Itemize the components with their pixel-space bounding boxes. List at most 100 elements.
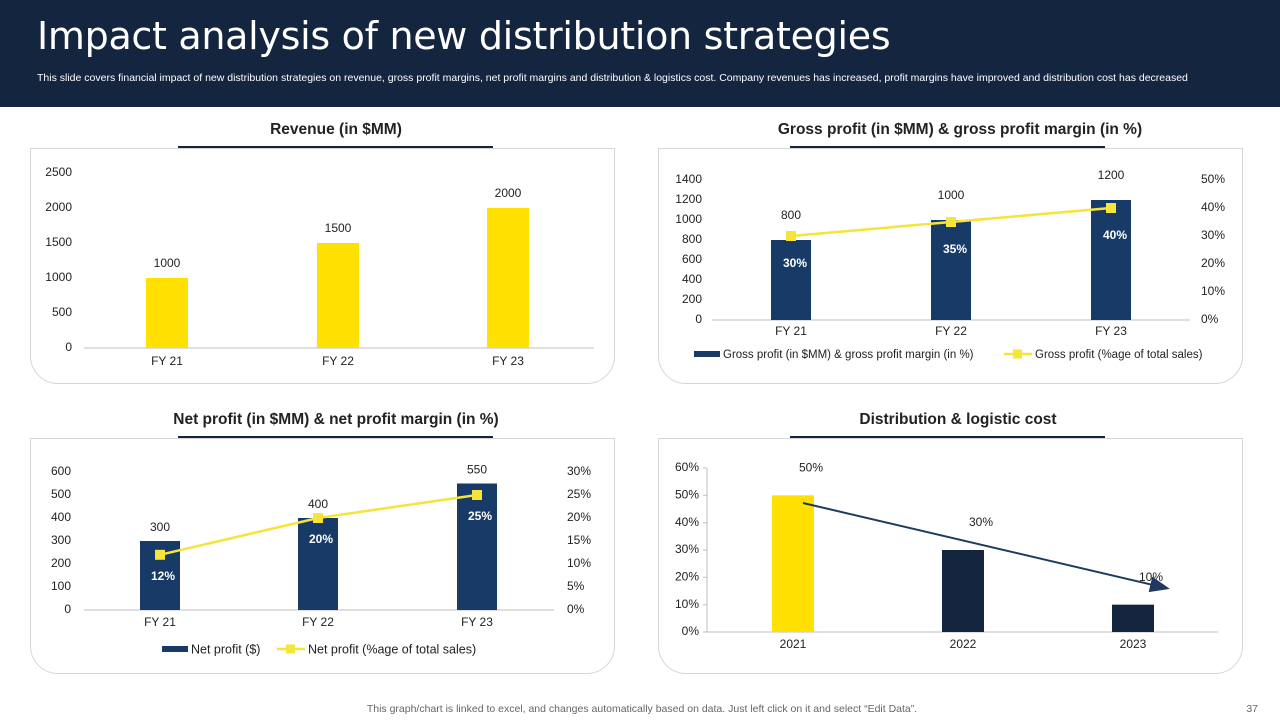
dist-data-label: 50% <box>799 461 823 475</box>
net-y-tick: 500 <box>51 487 71 501</box>
revenue-y-tick: 1000 <box>45 270 72 284</box>
gross-y-tick: 400 <box>682 272 702 286</box>
dist-x-tick: 2023 <box>1120 637 1147 651</box>
dist-y-tick: 20% <box>675 570 699 584</box>
revenue-x-tick: FY 22 <box>322 354 354 368</box>
dist-y-tick: 0% <box>682 624 700 638</box>
revenue-title-underline <box>178 146 493 148</box>
dist-bar <box>942 550 984 632</box>
net-margin-marker <box>472 490 482 500</box>
gross-y-tick: 1000 <box>675 212 702 226</box>
dist-y-tick: 50% <box>675 488 699 502</box>
revenue-y-tick: 2000 <box>45 200 72 214</box>
gross-y2-tick: 20% <box>1201 256 1225 270</box>
net-y2-tick: 0% <box>567 602 585 616</box>
gross-y2-tick: 0% <box>1201 312 1219 326</box>
gross-y-tick: 1400 <box>675 172 702 186</box>
revenue-data-label: 2000 <box>495 186 522 200</box>
revenue-bar <box>146 278 188 348</box>
net-y2-tick: 5% <box>567 579 585 593</box>
net-y-tick: 300 <box>51 533 71 547</box>
net-margin-marker <box>313 513 323 523</box>
gross-x-tick: FY 21 <box>775 324 807 338</box>
net-legend-line-marker <box>286 644 295 654</box>
gross-y2-tick: 10% <box>1201 284 1225 298</box>
net-data-label: 550 <box>467 463 487 477</box>
net-margin-marker <box>155 549 165 560</box>
dist-y-tick: 60% <box>675 460 699 474</box>
net-y-tick: 400 <box>51 510 71 524</box>
net-data-label: 400 <box>308 497 328 511</box>
gross-data-label: 1200 <box>1098 168 1125 182</box>
revenue-data-label: 1500 <box>325 221 352 235</box>
gross-margin-label: 40% <box>1103 228 1127 242</box>
gross-legend-line-marker <box>1013 349 1022 359</box>
net-legend-bar-swatch <box>162 646 188 652</box>
net-y-tick: 0 <box>64 602 71 616</box>
dist-bar <box>772 495 814 632</box>
net-y2-tick: 15% <box>567 533 591 547</box>
net-chart-title: Net profit (in $MM) & net profit margin … <box>173 411 499 428</box>
revenue-bar <box>487 208 529 348</box>
dist-y-tick: 30% <box>675 542 699 556</box>
net-y-tick: 100 <box>51 579 71 593</box>
dist-y-tick: 40% <box>675 515 699 529</box>
net-y2-tick: 10% <box>567 556 591 570</box>
net-margin-label: 25% <box>468 509 492 523</box>
gross-margin-marker <box>786 231 796 241</box>
dist-chart-title: Distribution & logistic cost <box>859 411 1057 428</box>
revenue-y-tick: 0 <box>65 340 72 354</box>
revenue-y-tick: 2500 <box>45 165 72 179</box>
gross-bar <box>771 240 811 320</box>
gross-y-tick: 0 <box>695 312 702 326</box>
dist-y-tick: 10% <box>675 597 699 611</box>
page-title: Impact analysis of new distribution stra… <box>37 14 891 58</box>
gross-y2-tick: 40% <box>1201 200 1225 214</box>
gross-bar <box>931 220 971 320</box>
gross-y-tick: 600 <box>682 252 702 266</box>
gross-title-underline <box>790 146 1105 148</box>
net-data-label: 300 <box>150 520 170 534</box>
gross-legend-line-label: Gross profit (%age of total sales) <box>1035 349 1203 361</box>
gross-y2-tick: 30% <box>1201 228 1225 242</box>
dist-title-underline <box>790 436 1105 438</box>
gross-margin-label: 35% <box>943 242 967 256</box>
gross-chart-title: Gross profit (in $MM) & gross profit mar… <box>777 121 1143 138</box>
revenue-y-tick: 1500 <box>45 235 72 249</box>
net-y2-tick: 25% <box>567 487 591 501</box>
gross-data-label: 1000 <box>938 188 965 202</box>
net-x-tick: FY 23 <box>461 615 493 629</box>
revenue-bar <box>317 243 359 348</box>
gross-y-tick: 800 <box>682 232 702 246</box>
gross-y-tick: 1200 <box>675 192 702 206</box>
net-x-tick: FY 21 <box>144 615 176 629</box>
net-legend-line-label: Net profit (%age of total sales) <box>308 642 476 656</box>
gross-legend-bar-swatch <box>694 351 720 357</box>
net-legend-bar-label: Net profit ($) <box>191 642 260 656</box>
gross-data-label: 800 <box>781 208 801 222</box>
net-y-tick: 600 <box>51 464 71 478</box>
gross-margin-marker <box>946 217 956 227</box>
page-subtitle: This slide covers financial impact of ne… <box>37 72 1188 84</box>
footer-note: This graph/chart is linked to excel, and… <box>366 703 918 715</box>
dist-bar <box>1112 604 1154 632</box>
dist-trend-arrow <box>802 502 1170 593</box>
dist-data-label: 30% <box>969 515 993 529</box>
gross-x-tick: FY 23 <box>1095 324 1127 338</box>
net-y2-tick: 20% <box>567 510 591 524</box>
revenue-data-label: 1000 <box>154 256 181 270</box>
dist-x-tick: 2021 <box>780 637 807 651</box>
gross-legend-bar-label: Gross profit (in $MM) & gross profit mar… <box>723 349 974 361</box>
dist-x-tick: 2022 <box>950 637 977 651</box>
revenue-y-tick: 500 <box>52 305 72 319</box>
net-title-underline <box>178 436 493 438</box>
net-bar <box>298 518 338 610</box>
gross-margin-marker <box>1106 203 1116 213</box>
revenue-x-tick: FY 21 <box>151 354 183 368</box>
gross-x-tick: FY 22 <box>935 324 967 338</box>
net-margin-label: 20% <box>309 532 333 546</box>
net-margin-label: 12% <box>151 569 175 583</box>
